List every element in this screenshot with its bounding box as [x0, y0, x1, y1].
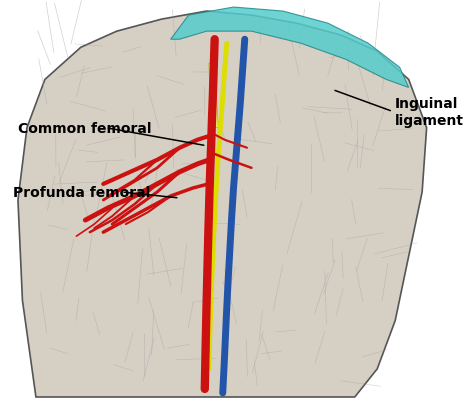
Polygon shape: [209, 64, 218, 128]
Polygon shape: [171, 8, 409, 88]
Polygon shape: [18, 12, 427, 397]
Text: Common femoral: Common femoral: [18, 122, 152, 135]
Text: Inguinal
ligament: Inguinal ligament: [395, 97, 464, 128]
Text: Profunda femoral: Profunda femoral: [13, 186, 151, 199]
